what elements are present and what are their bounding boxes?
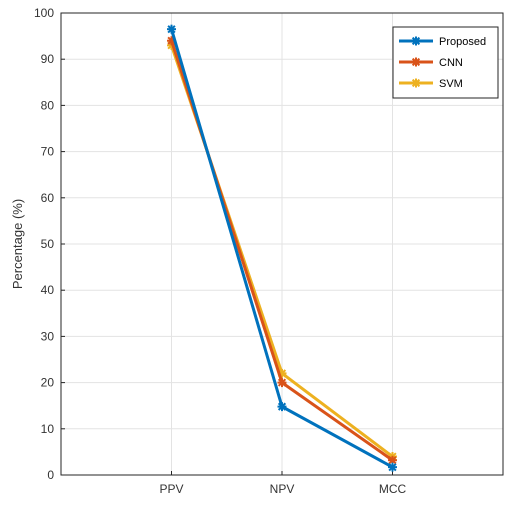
legend-marker	[411, 78, 421, 88]
series-group	[167, 24, 397, 472]
legend: Proposed CNN SVM	[392, 26, 499, 99]
y-tick-label: 50	[41, 237, 55, 251]
x-tick-label: NPV	[270, 482, 295, 496]
legend-label: CNN	[439, 57, 463, 69]
x-axis-ticks: PPV NPV MCC	[159, 471, 406, 496]
axes-box	[60, 12, 504, 476]
data-point-proposed	[167, 24, 176, 34]
y-axis-label: Percentage (%)	[10, 199, 25, 289]
data-point-cnn	[277, 378, 287, 388]
legend-item-svm: SVM	[399, 78, 463, 90]
legend-marker	[411, 36, 421, 46]
y-tick-label: 70	[41, 145, 55, 159]
x-tick-label: MCC	[379, 482, 407, 496]
y-tick-label: 60	[41, 191, 55, 205]
y-tick-label: 80	[41, 98, 55, 112]
legend-item-cnn: CNN	[399, 57, 463, 69]
y-tick-label: 10	[41, 422, 55, 436]
y-tick-label: 30	[41, 329, 55, 343]
y-tick-label: 20	[41, 376, 55, 390]
legend-marker	[411, 57, 421, 67]
y-tick-label: 0	[47, 468, 54, 482]
data-point-proposed	[388, 462, 397, 472]
y-tick-label: 90	[41, 52, 55, 66]
legend-label: Proposed	[439, 36, 486, 48]
x-tick-label: PPV	[159, 482, 183, 496]
y-tick-label: 40	[41, 283, 55, 297]
legend-item-proposed: Proposed	[399, 36, 486, 48]
legend-label: SVM	[439, 78, 463, 90]
data-point-proposed	[277, 402, 287, 412]
y-axis-ticks: 0 10 20 30 40 50 60 70 80 90 100	[34, 6, 65, 482]
y-tick-label: 100	[34, 6, 54, 20]
